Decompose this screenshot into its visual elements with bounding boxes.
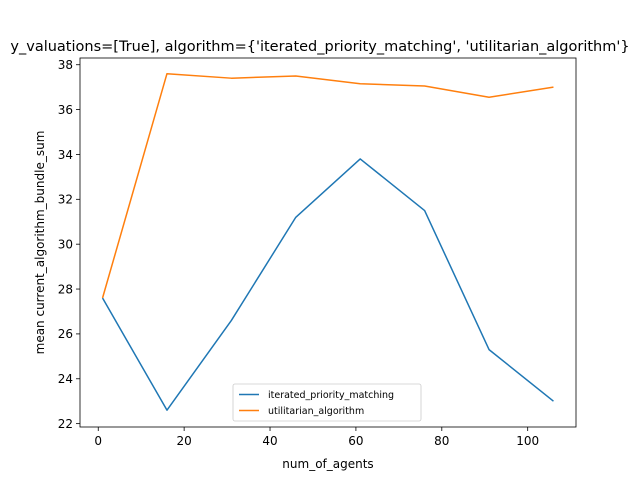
chart-title: y_valuations=[True], algorithm={'iterate… — [10, 39, 629, 55]
x-tick-label: 80 — [434, 434, 449, 448]
y-axis-label: mean current_algorithm_bundle_sum — [33, 131, 47, 355]
series-layer — [101, 72, 554, 411]
y-tick-label: 32 — [58, 193, 73, 207]
y-tick-label: 22 — [58, 417, 73, 431]
y-tick-label: 30 — [58, 237, 73, 251]
series-line-iterated-priority-matching — [101, 158, 554, 411]
y-tick-label: 38 — [58, 58, 73, 72]
y-tick-label: 26 — [58, 327, 73, 341]
plot-frame — [79, 57, 577, 428]
x-tick-label: 100 — [516, 434, 539, 448]
x-tick-label: 40 — [262, 434, 277, 448]
y-axis: 22 24 26 28 30 32 34 36 38 — [58, 58, 80, 431]
plot-area — [79, 57, 577, 428]
y-tick-label: 34 — [58, 148, 73, 162]
x-axis: 0 20 40 60 80 100 — [94, 427, 539, 448]
y-tick-label: 24 — [58, 372, 73, 386]
x-tick-label: 20 — [176, 434, 191, 448]
legend-label-utilitarian-algorithm: utilitarian_algorithm — [268, 406, 364, 417]
series-line-utilitarian-algorithm — [101, 72, 554, 299]
x-tick-label: 0 — [94, 434, 102, 448]
y-tick-label: 28 — [58, 282, 73, 296]
x-axis-label: num_of_agents — [282, 457, 373, 471]
y-tick-label: 36 — [58, 103, 73, 117]
legend-box — [232, 383, 422, 422]
legend: iterated_priority_matching utilitarian_a… — [232, 383, 422, 422]
legend-label-iterated-priority-matching: iterated_priority_matching — [268, 390, 394, 401]
x-tick-label: 60 — [348, 434, 363, 448]
